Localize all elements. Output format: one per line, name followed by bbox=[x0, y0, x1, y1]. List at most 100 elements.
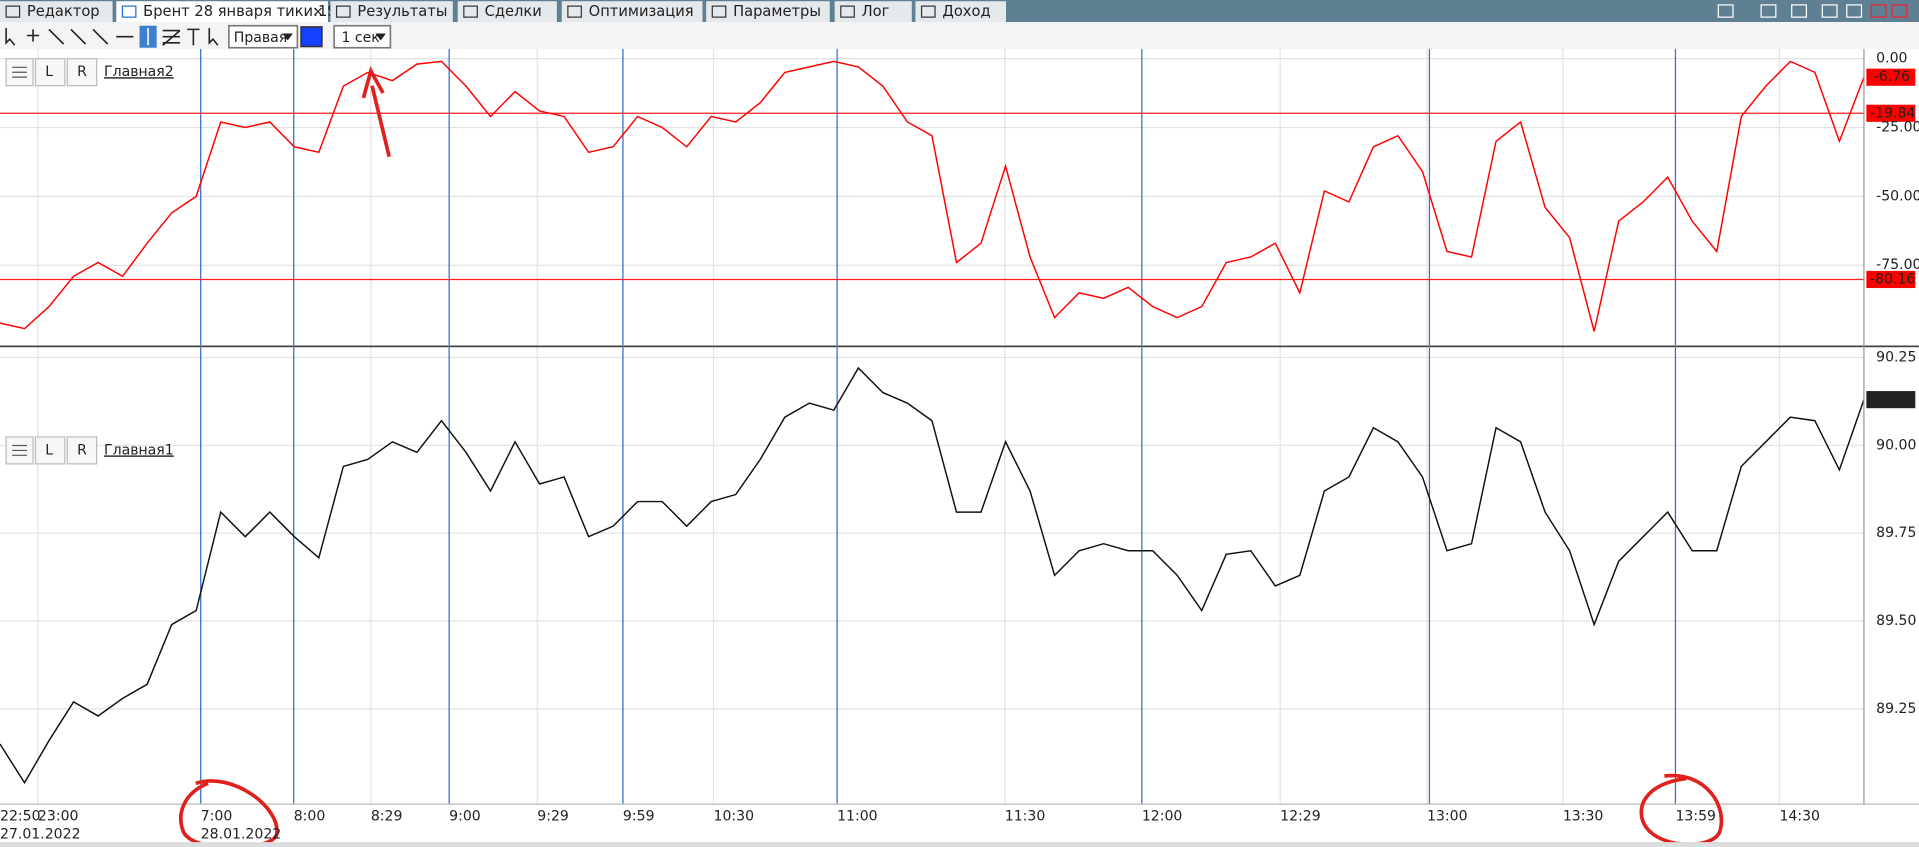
y-tick-label: 90.00 bbox=[1876, 437, 1916, 453]
legend-name[interactable]: Главная1 bbox=[104, 442, 174, 458]
y-tick-label: 90.25 bbox=[1876, 349, 1916, 365]
tab-label: Брент 28 января тики:1S bbox=[143, 3, 336, 20]
y-tick-label: 89.50 bbox=[1876, 613, 1916, 629]
x-tick-label: 12:00 bbox=[1142, 808, 1183, 824]
y-tick-label: 89.75 bbox=[1876, 525, 1916, 541]
x-tick-label: 9:59 bbox=[623, 808, 655, 824]
pane-button-label: L bbox=[45, 64, 53, 80]
tab-icon bbox=[335, 5, 351, 18]
x-tick-label: 13:00 bbox=[1427, 808, 1468, 824]
x-tick-label: 7:00 bbox=[201, 808, 233, 824]
tab-label: Доход bbox=[942, 3, 990, 20]
y-tick-label: 89.25 bbox=[1876, 701, 1916, 717]
scrollbar[interactable] bbox=[0, 842, 1919, 847]
x-tick-label: 11:00 bbox=[837, 808, 878, 824]
y-tick-label: -25.00 bbox=[1876, 119, 1919, 135]
pane-button-label: R bbox=[77, 64, 87, 80]
window-icon[interactable] bbox=[1821, 4, 1838, 18]
series-line bbox=[0, 60, 1865, 332]
y-tick-label: -50.00 bbox=[1876, 188, 1919, 204]
x-tick-label: 22:50 bbox=[0, 808, 41, 824]
y-tick-label: -75.00 bbox=[1876, 257, 1919, 273]
text-tool[interactable] bbox=[187, 28, 200, 46]
annotations bbox=[179, 66, 1724, 847]
last-badge bbox=[1866, 391, 1916, 409]
tab[interactable] bbox=[116, 1, 328, 23]
last-label: -6.76 bbox=[1874, 69, 1910, 85]
x-tick-label: 10:30 bbox=[714, 808, 755, 824]
x-tick-label: 9:29 bbox=[537, 808, 569, 824]
mode-dropdown[interactable] bbox=[228, 24, 299, 49]
pane-button[interactable] bbox=[34, 436, 66, 465]
tab-icon bbox=[920, 5, 936, 18]
level-badge bbox=[1866, 104, 1916, 122]
tab-label: Параметры bbox=[733, 3, 821, 20]
tab-icon bbox=[5, 5, 21, 18]
interval-dropdown[interactable] bbox=[333, 24, 392, 49]
legend-menu-icon bbox=[12, 444, 27, 456]
tab[interactable] bbox=[457, 1, 557, 23]
x-tick-label: 12:29 bbox=[1280, 808, 1321, 824]
cross-tool[interactable] bbox=[26, 29, 40, 42]
last-label: 90.13 bbox=[1874, 392, 1914, 408]
tab-icon bbox=[711, 5, 727, 18]
arrow-shaft bbox=[370, 85, 391, 158]
series-line bbox=[0, 366, 1865, 785]
level-label: -19.84 bbox=[1870, 105, 1915, 121]
x-date-label: 28.01.2022 bbox=[201, 827, 282, 843]
tab-icon bbox=[567, 5, 582, 18]
tab-icon bbox=[840, 5, 855, 18]
tab[interactable] bbox=[561, 1, 703, 23]
mode-label: Правая bbox=[234, 30, 287, 46]
pane-button[interactable] bbox=[66, 58, 98, 87]
x-tick-label: 23:00 bbox=[38, 808, 79, 824]
x-tick-label: 13:30 bbox=[1563, 808, 1604, 824]
tab-label: Сделки bbox=[485, 3, 542, 20]
x-tick-label: 8:29 bbox=[371, 808, 403, 824]
y-tick-label: 0.00 bbox=[1876, 51, 1907, 67]
color-picker[interactable] bbox=[300, 26, 323, 48]
tab[interactable] bbox=[330, 1, 453, 23]
toolbar-icons bbox=[5, 24, 392, 49]
tab-label: Результаты bbox=[357, 3, 447, 20]
level-label: -80.16 bbox=[1870, 271, 1915, 287]
x-date-label: 27.01.2022 bbox=[0, 827, 81, 843]
pane-button-label: R bbox=[77, 442, 87, 458]
arrow-head bbox=[361, 66, 385, 99]
pane-button-label: L bbox=[45, 442, 53, 458]
window-icon[interactable] bbox=[1717, 4, 1734, 18]
line-tools[interactable] bbox=[48, 28, 109, 45]
channel-tool[interactable] bbox=[162, 29, 181, 46]
tab-close: × bbox=[312, 4, 324, 20]
interval-label: 1 сек bbox=[341, 30, 380, 46]
window-icon[interactable] bbox=[1791, 4, 1808, 18]
pane-button[interactable] bbox=[66, 436, 98, 465]
tab-icon bbox=[463, 5, 478, 18]
tab[interactable] bbox=[915, 1, 1007, 23]
level-badge bbox=[1866, 270, 1916, 289]
cursor-tool[interactable] bbox=[5, 28, 16, 46]
delete-tool[interactable] bbox=[208, 28, 219, 46]
legend-menu-icon bbox=[12, 66, 27, 78]
window-icon[interactable] bbox=[1870, 4, 1887, 18]
tab-icon bbox=[121, 5, 137, 18]
tab-label: Редактор bbox=[27, 3, 100, 20]
legend-name[interactable]: Главная2 bbox=[104, 64, 174, 80]
x-tick-label: 11:30 bbox=[1005, 808, 1046, 824]
pane-button[interactable] bbox=[34, 58, 66, 87]
window-icon[interactable] bbox=[1846, 4, 1863, 18]
window-icon[interactable] bbox=[1760, 4, 1777, 18]
dropdown-arrow bbox=[282, 33, 293, 41]
tab[interactable] bbox=[0, 1, 113, 23]
last-badge bbox=[1866, 68, 1916, 86]
window-icon[interactable] bbox=[1891, 4, 1908, 18]
tab-label: Лог bbox=[862, 3, 890, 20]
x-tick-label: 9:00 bbox=[449, 808, 481, 824]
tab[interactable] bbox=[706, 1, 830, 23]
x-tick-label: 8:00 bbox=[294, 808, 326, 824]
x-tick-label: 14:30 bbox=[1779, 808, 1820, 824]
x-tick-label: 13:59 bbox=[1675, 808, 1716, 824]
dropdown-arrow bbox=[375, 33, 386, 41]
